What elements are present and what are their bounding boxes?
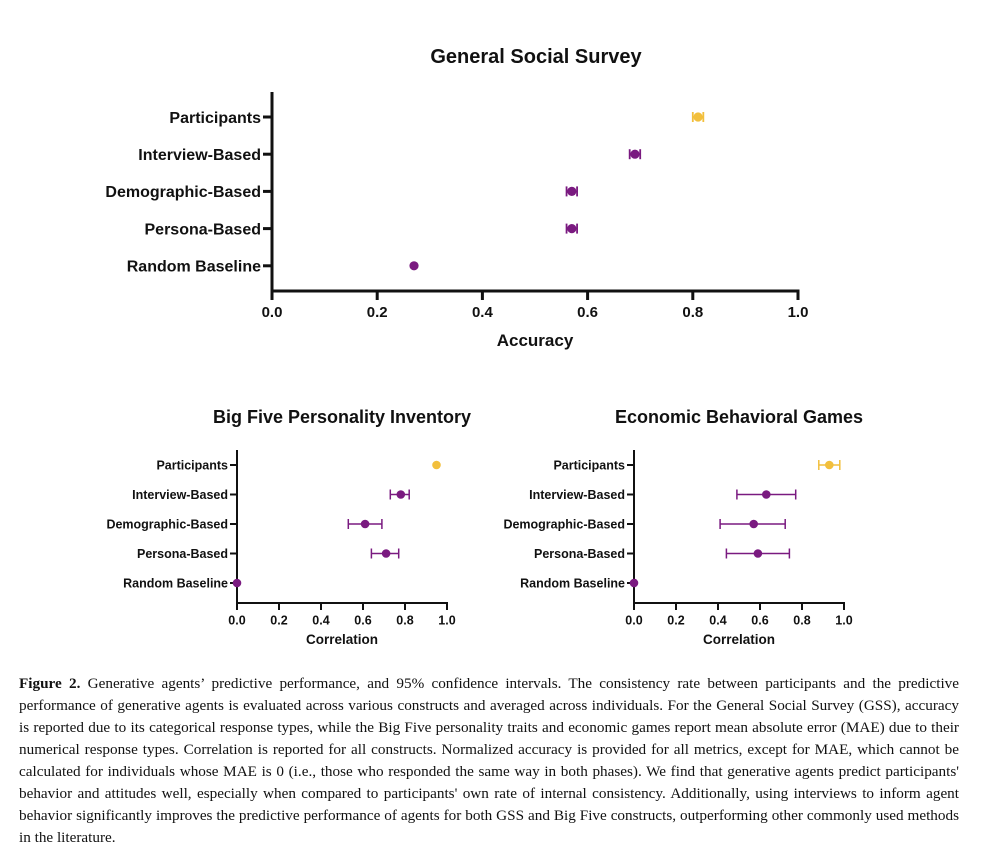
category-label-gss: Persona-Based	[145, 221, 262, 238]
chart-title-gss: General Social Survey	[430, 46, 642, 68]
data-point-gss	[567, 224, 577, 234]
x-axis-label-gss: Accuracy	[497, 331, 574, 350]
category-label-econ: Persona-Based	[534, 547, 625, 561]
data-point-bigfive	[432, 460, 441, 470]
x-tick-label-gss: 1.0	[788, 304, 809, 321]
caption-text: Generative agents’ predictive performanc…	[19, 675, 959, 846]
x-axis-label-econ: Correlation	[703, 632, 775, 647]
data-point-econ	[762, 490, 771, 499]
x-tick-label-bigfive: 0.6	[354, 614, 371, 628]
category-label-bigfive: Random Baseline	[123, 577, 228, 591]
x-tick-label-gss: 0.0	[262, 304, 283, 321]
x-tick-label-econ: 0.4	[709, 614, 726, 628]
x-tick-label-gss: 0.4	[472, 304, 494, 321]
x-tick-label-bigfive: 0.2	[270, 614, 287, 628]
x-tick-label-gss: 0.2	[367, 304, 388, 321]
category-label-bigfive: Demographic-Based	[106, 518, 228, 532]
data-point-gss	[693, 112, 703, 122]
category-label-econ: Random Baseline	[520, 577, 625, 591]
x-tick-label-econ: 1.0	[835, 614, 852, 628]
x-tick-label-econ: 0.2	[667, 614, 684, 628]
data-point-bigfive	[396, 490, 406, 499]
category-label-econ: Participants	[553, 459, 625, 473]
data-point-econ	[749, 519, 758, 529]
category-label-econ: Demographic-Based	[503, 518, 625, 532]
data-point-gss	[567, 186, 577, 196]
category-label-gss: Demographic-Based	[105, 184, 261, 201]
x-tick-label-bigfive: 1.0	[438, 614, 455, 628]
data-point-bigfive	[360, 519, 370, 529]
x-tick-label-econ: 0.8	[793, 614, 810, 628]
category-label-bigfive: Interview-Based	[132, 488, 228, 502]
figure-canvas: General Social Survey 0.0 0.2 0.4 0.6 0.8 1.0 A…	[105, 46, 863, 647]
data-point-gss	[409, 261, 419, 271]
x-tick-label-bigfive: 0.0	[228, 614, 245, 628]
x-tick-label-econ: 0.0	[625, 614, 642, 628]
category-label-econ: Interview-Based	[529, 488, 625, 502]
x-axis-label-bigfive: Correlation	[306, 632, 378, 647]
caption-label: Figure 2.	[19, 675, 81, 692]
x-tick-label-bigfive: 0.8	[396, 614, 413, 628]
data-point-econ	[753, 549, 763, 558]
x-tick-label-bigfive: 0.4	[312, 614, 329, 628]
chart-title-econ: Economic Behavioral Games	[615, 407, 863, 427]
category-label-gss: Participants	[169, 110, 261, 127]
x-tick-label-gss: 0.8	[682, 304, 703, 321]
data-point-econ	[629, 578, 639, 588]
x-tick-label-econ: 0.6	[751, 614, 768, 628]
category-label-gss: Interview-Based	[138, 147, 261, 164]
category-label-bigfive: Persona-Based	[137, 547, 228, 561]
data-point-bigfive	[232, 578, 242, 588]
data-point-bigfive	[381, 549, 391, 558]
category-label-gss: Random Baseline	[127, 259, 261, 276]
figure-caption: Figure 2. Generative agents’ predictive …	[19, 673, 959, 849]
category-label-bigfive: Participants	[156, 459, 228, 473]
data-point-gss	[630, 149, 640, 159]
chart-title-bigfive: Big Five Personality Inventory	[213, 407, 471, 427]
data-point-econ	[825, 460, 834, 470]
x-tick-label-gss: 0.6	[577, 304, 598, 321]
